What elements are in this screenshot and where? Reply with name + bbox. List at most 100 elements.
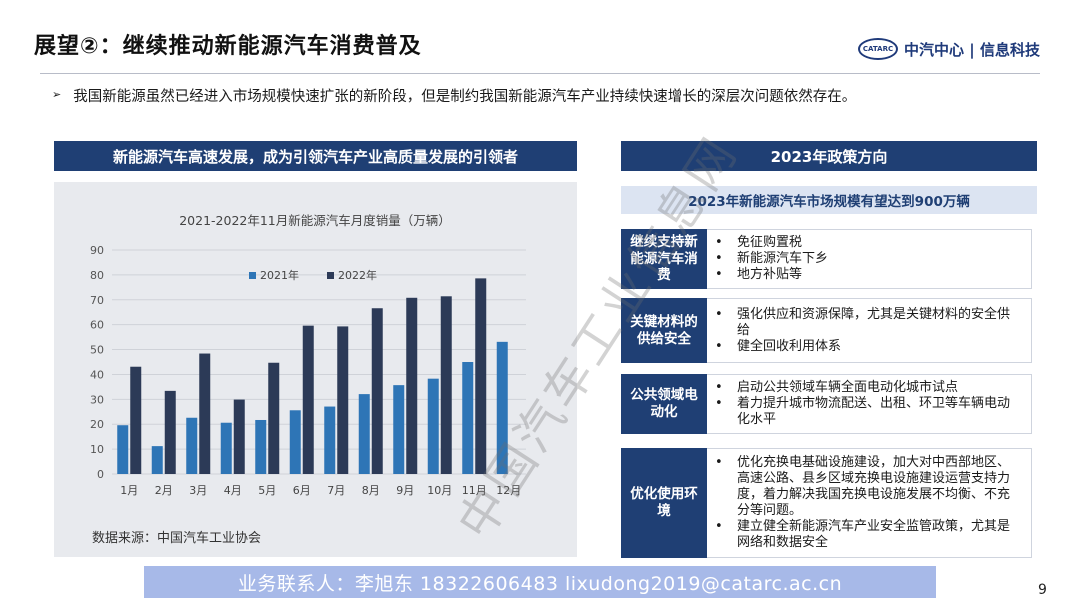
bullet-dot-icon: • [715, 338, 723, 354]
bar-2021年-11月 [462, 362, 474, 474]
policy-item-text: 强化供应和资源保障，尤其是关键材料的安全供给 [737, 306, 1011, 338]
x-tick-label: 5月 [258, 484, 276, 497]
policy-item: • 免征购置税 [715, 235, 1021, 251]
data-source: 数据来源：中国汽车工业协会 [92, 531, 262, 546]
x-tick-label: 10月 [427, 484, 452, 497]
logo-name: 中汽中心 [904, 40, 965, 59]
policy-item: • 新能源汽车下乡 [715, 251, 1021, 267]
bar-2021年-7月 [324, 406, 336, 474]
bullet-dot-icon: • [715, 455, 723, 470]
bar-2022年-6月 [302, 325, 314, 474]
catarc-logo-icon: CATARC [858, 38, 898, 60]
x-tick-label: 6月 [293, 484, 311, 497]
right-panel-header: 2023年政策方向 [621, 141, 1037, 171]
x-tick-label: 8月 [362, 484, 380, 497]
bullet-dot-icon: • [715, 396, 723, 411]
x-tick-label: 3月 [189, 484, 207, 497]
policy-items: • 启动公共领域车辆全面电动化城市试点 • 着力提升城市物流配送、出租、环卫等车辆电动… [707, 374, 1032, 434]
page-number: 9 [1038, 582, 1047, 598]
y-tick-label: 30 [90, 393, 104, 406]
bar-2021年-12月 [496, 341, 508, 474]
policy-item-text: 着力提升城市物流配送、出租、环卫等车辆电动化水平 [737, 396, 1011, 427]
policy-item-text: 健全回收利用体系 [737, 338, 842, 354]
logo-divider: | [969, 40, 975, 59]
bar-2022年-8月 [371, 308, 383, 474]
y-tick-label: 60 [90, 319, 104, 332]
policy-block: 公共领域电动化 • 启动公共领域车辆全面电动化城市试点 • 着力提升城市物流配送、出租、… [621, 374, 1032, 434]
bar-2022年-11月 [475, 278, 487, 474]
policy-item-text: 启动公共领域车辆全面电动化城市试点 [737, 380, 959, 395]
chart-panel: 2021-2022年11月新能源汽车月度销量（万辆） 0 10 20 30 40 50 60 7… [54, 182, 577, 557]
policy-item: • 建立健全新能源汽车产业安全监管政策，尤其是网络和数据安全 [715, 519, 1021, 551]
policy-items: • 强化供应和资源保障，尤其是关键材料的安全供给 • 健全回收利用体系 [707, 298, 1032, 363]
bar-2022年-9月 [406, 297, 418, 474]
intro-bullet: ➢ 我国新能源虽然已经进入市场规模快速扩张的新阶段，但是制约我国新能源汽车产业持… [52, 85, 856, 106]
policy-item: • 地方补贴等 [715, 267, 1021, 283]
bullet-dot-icon: • [715, 380, 723, 395]
contact-bar: 业务联系人：李旭东 18322606483 lixudong2019@catar… [144, 566, 936, 598]
policy-category: 公共领域电动化 [621, 374, 707, 434]
logo-subname: 信息科技 [979, 40, 1040, 59]
bar-2021年-2月 [151, 446, 163, 474]
bar-2021年-3月 [186, 417, 198, 474]
x-tick-label: 2月 [155, 484, 173, 497]
bullet-dot-icon: • [715, 251, 723, 266]
legend-label: 2021年 [260, 268, 299, 282]
legend-swatch-0 [249, 272, 256, 279]
bullet-dot-icon: • [715, 267, 723, 282]
bullet-dot-icon: • [715, 519, 723, 534]
policy-item-text: 建立健全新能源汽车产业安全监管政策，尤其是网络和数据安全 [737, 519, 1011, 550]
bar-2022年-5月 [268, 362, 280, 474]
policy-category: 关键材料的供给安全 [621, 298, 707, 363]
page-title: 展望②：继续推动新能源汽车消费普及 [34, 34, 422, 59]
policy-items: • 免征购置税 • 新能源汽车下乡 • 地方补贴等 [707, 229, 1032, 289]
y-tick-label: 40 [90, 368, 104, 381]
policy-item-text: 新能源汽车下乡 [737, 251, 829, 266]
policy-item-text: 免征购置税 [737, 235, 803, 250]
monthly-sales-chart: 2021-2022年11月新能源汽车月度销量（万辆） 0 10 20 30 40 50 60 7… [90, 213, 526, 497]
bar-2021年-10月 [427, 378, 439, 474]
y-tick-label: 0 [97, 468, 104, 481]
x-tick-label: 11月 [462, 484, 487, 497]
policy-item: • 着力提升城市物流配送、出租、环卫等车辆电动化水平 [715, 396, 1021, 428]
y-tick-label: 50 [90, 344, 104, 357]
bar-2022年-3月 [199, 353, 211, 474]
legend-swatch-1 [327, 272, 334, 279]
policy-item: • 健全回收利用体系 [715, 339, 1021, 355]
policy-item: • 强化供应和资源保障，尤其是关键材料的安全供给 [715, 307, 1021, 339]
bar-2022年-10月 [440, 296, 452, 474]
bar-2022年-2月 [164, 390, 176, 474]
x-tick-label: 1月 [120, 484, 138, 497]
chart-title: 2021-2022年11月新能源汽车月度销量（万辆） [179, 213, 451, 228]
logo-text: 中汽中心 | 信息科技 [904, 39, 1040, 60]
bar-2021年-9月 [393, 385, 405, 474]
bar-2021年-5月 [255, 419, 267, 474]
x-tick-label: 12月 [496, 484, 521, 497]
bar-2021年-1月 [117, 425, 129, 474]
x-tick-label: 7月 [327, 484, 345, 497]
title-divider [40, 73, 1040, 74]
y-tick-label: 80 [90, 269, 104, 282]
y-tick-label: 90 [90, 244, 104, 257]
brand-logo: CATARC 中汽中心 | 信息科技 [858, 38, 1040, 60]
bar-2021年-4月 [220, 422, 232, 474]
bar-2022年-7月 [337, 326, 349, 474]
bar-2022年-1月 [130, 366, 142, 474]
y-tick-label: 10 [90, 443, 104, 456]
legend-label: 2022年 [338, 268, 377, 282]
market-target: 2023年新能源汽车市场规模有望达到900万辆 [621, 186, 1037, 214]
left-panel-header: 新能源汽车高速发展，成为引领汽车产业高质量发展的引领者 [54, 141, 577, 171]
x-tick-label: 9月 [396, 484, 414, 497]
y-tick-label: 20 [90, 418, 104, 431]
policy-block: 优化使用环境 • 优化充换电基础设施建设，加大对中西部地区、高速公路、县乡区域充换电… [621, 448, 1032, 558]
x-tick-label: 4月 [224, 484, 242, 497]
policy-category: 优化使用环境 [621, 448, 707, 558]
arrow-bullet-icon: ➢ [52, 88, 62, 101]
policy-item: • 启动公共领域车辆全面电动化城市试点 [715, 380, 1021, 396]
policy-item: • 优化充换电基础设施建设，加大对中西部地区、高速公路、县乡区域充换电设施建设运营… [715, 455, 1021, 519]
intro-text: 我国新能源虽然已经进入市场规模快速扩张的新阶段，但是制约我国新能源汽车产业持续快… [73, 89, 857, 105]
policy-item-text: 地方补贴等 [737, 267, 803, 282]
policy-items: • 优化充换电基础设施建设，加大对中西部地区、高速公路、县乡区域充换电设施建设运营… [707, 448, 1032, 558]
policy-block: 关键材料的供给安全 • 强化供应和资源保障，尤其是关键材料的安全供给 • 健全回收利用体… [621, 298, 1032, 363]
bar-2022年-4月 [233, 399, 245, 474]
